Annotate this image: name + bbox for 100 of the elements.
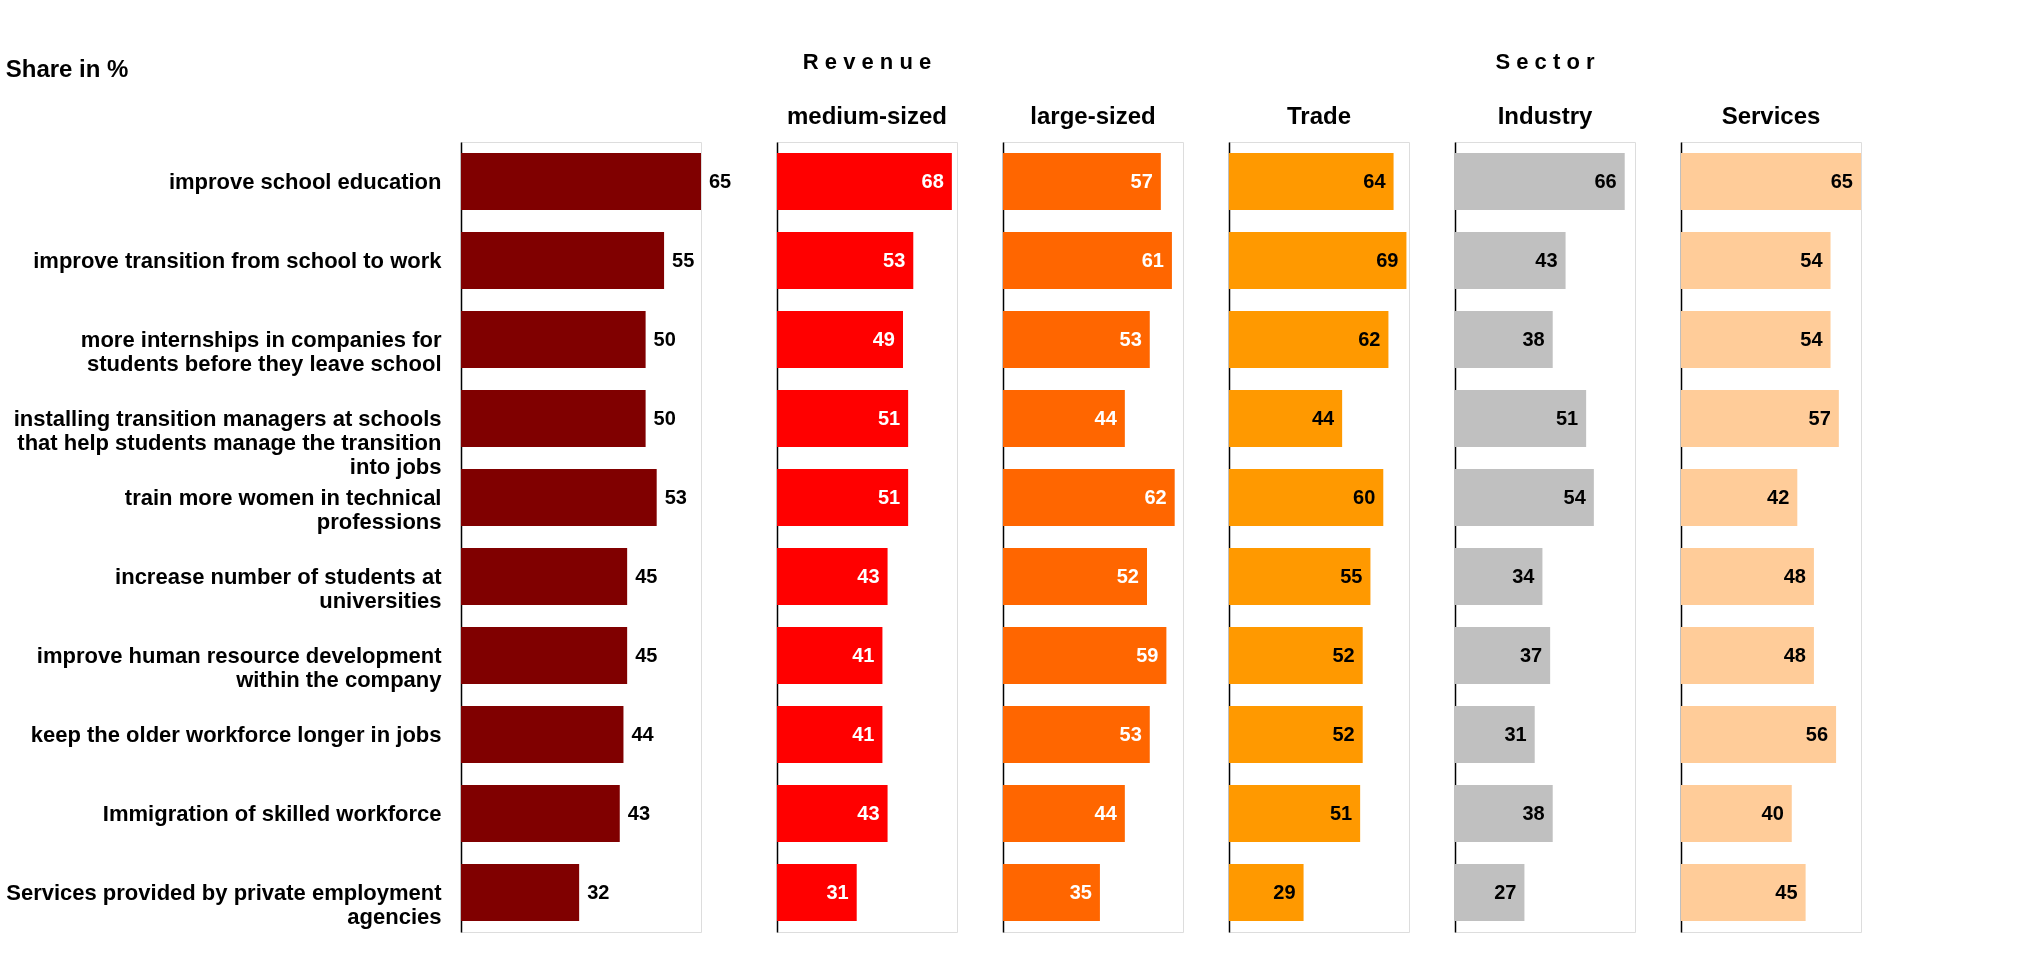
data-label: 31 (1504, 722, 1527, 745)
bar (1003, 548, 1147, 605)
data-label: 43 (1535, 248, 1558, 271)
text: Share in % (5, 55, 129, 82)
data-label: 34 (1512, 564, 1536, 587)
data-label: 62 (1144, 485, 1167, 508)
bar (1229, 548, 1371, 605)
bar (1229, 864, 1304, 921)
bar (1455, 785, 1553, 842)
bar (777, 153, 952, 210)
data-label: 27 (1494, 880, 1517, 903)
bar (1681, 785, 1792, 842)
bar (777, 627, 883, 684)
data-label: 50 (653, 327, 676, 350)
bar (1003, 153, 1161, 210)
bar (461, 706, 624, 763)
y-tick-label: improve transition from school to work (33, 247, 443, 273)
text: S e c t o r (1495, 49, 1595, 74)
data-label: 53 (1119, 327, 1142, 350)
data-label: 53 (664, 485, 687, 508)
y-tick-label: Services provided by private employment agencies (6, 879, 443, 929)
data-label: 45 (635, 564, 658, 587)
bar (461, 469, 657, 526)
data-label: 68 (921, 169, 944, 192)
bar (777, 785, 888, 842)
bar (461, 153, 701, 210)
bar (461, 548, 628, 605)
data-label: 45 (635, 643, 658, 666)
data-label: 53 (883, 248, 906, 271)
y-tick-label: more internships in companies for students before they leave school (80, 326, 442, 376)
y-tick-label: improve school education (168, 168, 442, 194)
chart-title: Industry (1497, 102, 1593, 129)
text: R e v e n u e (802, 49, 932, 74)
bar (777, 390, 909, 447)
data-label: 57 (1130, 169, 1153, 192)
chart-title: Trade (1286, 102, 1352, 129)
bar (777, 311, 903, 368)
y-tick-label: keep the older workforce longer in jobs (30, 721, 442, 747)
data-label: 43 (627, 801, 651, 824)
bar (1003, 232, 1172, 289)
bar (777, 232, 914, 289)
data-label: 50 (653, 406, 676, 429)
data-label: 43 (857, 564, 880, 587)
bar (1681, 153, 1861, 210)
data-label: 59 (1136, 643, 1159, 666)
bar (1229, 311, 1389, 368)
bar (1229, 706, 1363, 763)
data-label: 49 (872, 327, 895, 350)
data-label: 29 (1273, 880, 1296, 903)
data-label: 45 (1775, 880, 1798, 903)
bar (1003, 469, 1175, 526)
data-label: 65 (1830, 169, 1853, 192)
chart-title: medium-sized (786, 102, 948, 129)
bar (1229, 390, 1343, 447)
data-label: 52 (1116, 564, 1139, 587)
bar (1455, 469, 1594, 526)
bar (1681, 390, 1839, 447)
bar (777, 706, 883, 763)
data-label: 57 (1808, 406, 1831, 429)
data-label: 52 (1332, 643, 1355, 666)
bar (461, 627, 628, 684)
bar (1455, 548, 1543, 605)
bar (1455, 311, 1553, 368)
y-tick-label: installing transition managers at schools that help students manage the transition into jobs (13, 405, 442, 479)
data-label: 38 (1522, 327, 1545, 350)
data-label: 69 (1376, 248, 1399, 271)
data-label: 43 (857, 801, 880, 824)
bar (1681, 627, 1814, 684)
bar (777, 469, 909, 526)
bar (1229, 153, 1394, 210)
data-label: 44 (1094, 801, 1118, 824)
bar (1455, 706, 1535, 763)
data-label: 52 (1332, 722, 1355, 745)
y-tick-label: improve human resource development within the company (36, 642, 443, 692)
bar (461, 390, 646, 447)
bar (1681, 469, 1798, 526)
data-label: 51 (877, 406, 901, 429)
data-label: 64 (1363, 169, 1387, 192)
data-label: 56 (1805, 722, 1829, 745)
y-tick-label: train more women in technical professions (124, 484, 442, 534)
data-label: 55 (672, 248, 695, 271)
data-label: 66 (1594, 169, 1617, 192)
bar (1455, 627, 1551, 684)
bar (1681, 311, 1831, 368)
bar (1681, 548, 1814, 605)
chart-title: Services (1721, 102, 1821, 129)
bar (1229, 469, 1384, 526)
bar (1003, 706, 1150, 763)
data-label: 35 (1069, 880, 1092, 903)
bar (1681, 232, 1831, 289)
data-label: 40 (1761, 801, 1784, 824)
bar (1003, 785, 1125, 842)
bar (1455, 864, 1525, 921)
data-label: 62 (1358, 327, 1381, 350)
data-label: 44 (631, 722, 655, 745)
data-label: 61 (1141, 248, 1164, 271)
bar (777, 548, 888, 605)
bar (461, 864, 580, 921)
bar (1003, 390, 1125, 447)
data-label: 55 (1340, 564, 1363, 587)
